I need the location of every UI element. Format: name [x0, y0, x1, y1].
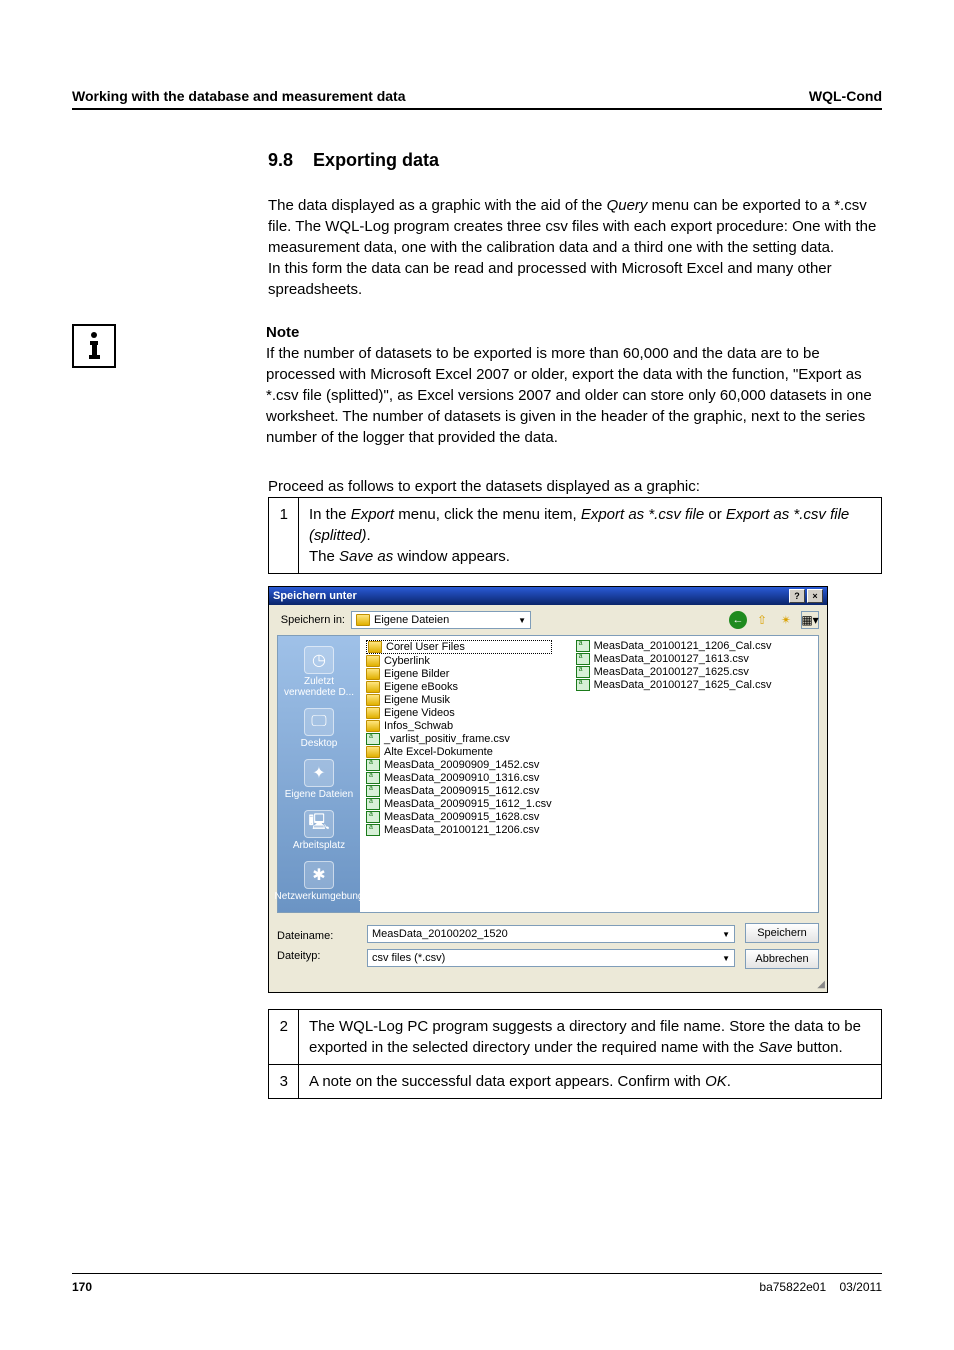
header-rule [72, 108, 882, 110]
file-item[interactable]: Eigene eBooks [366, 681, 552, 693]
file-item[interactable]: MeasData_20100127_1613.csv [576, 653, 772, 665]
close-button[interactable]: × [807, 589, 823, 603]
csv-file-icon [366, 785, 380, 797]
file-item[interactable]: MeasData_20100127_1625.csv [576, 666, 772, 678]
place-desktop[interactable]: 🖵Desktop [299, 704, 340, 753]
folder-icon [366, 694, 380, 706]
place-mycomputer[interactable]: 🖳Arbeitsplatz [291, 806, 347, 855]
places-bar: ◷Zuletzt verwendete D... 🖵Desktop ✦Eigen… [278, 636, 360, 912]
header-left: Working with the database and measuremen… [72, 88, 405, 104]
back-icon[interactable]: ← [729, 611, 747, 629]
file-item[interactable]: MeasData_20090915_1612_1.csv [366, 798, 552, 810]
file-item[interactable]: MeasData_20100121_1206_Cal.csv [576, 640, 772, 652]
filename-input[interactable]: MeasData_20100202_1520▼ [367, 925, 735, 943]
chevron-down-icon: ▼ [518, 616, 526, 625]
file-item[interactable]: MeasData_20090910_1316.csv [366, 772, 552, 784]
folder-icon [366, 681, 380, 693]
cancel-button[interactable]: Abbrechen [745, 949, 819, 969]
filetype-label: Dateityp: [277, 950, 357, 962]
folder-icon [366, 707, 380, 719]
folder-icon [366, 655, 380, 667]
note-text: If the number of datasets to be exported… [266, 343, 882, 448]
note-title: Note [266, 324, 882, 341]
file-item[interactable]: MeasData_20090909_1452.csv [366, 759, 552, 771]
save-button[interactable]: Speichern [745, 923, 819, 943]
filename-label: Dateiname: [277, 930, 357, 942]
csv-file-icon [366, 798, 380, 810]
folder-icon [368, 641, 382, 653]
filetype-combo[interactable]: csv files (*.csv)▼ [367, 949, 735, 967]
file-listing[interactable]: Corel User FilesCyberlinkEigene BilderEi… [360, 636, 818, 896]
folder-icon [356, 614, 370, 626]
place-network[interactable]: ✱Netzwerkumgebung [273, 857, 366, 906]
file-item[interactable]: Infos_Schwab [366, 720, 552, 732]
csv-file-icon [366, 733, 380, 745]
csv-file-icon [366, 759, 380, 771]
resize-grip[interactable]: ◢ [269, 979, 827, 992]
new-folder-icon[interactable]: ✴ [777, 611, 795, 629]
section-heading: 9.8 Exporting data [268, 150, 882, 171]
save-in-label: Speichern in: [277, 614, 345, 626]
folder-icon [366, 746, 380, 758]
file-item[interactable]: Corel User Files [366, 640, 552, 654]
help-button[interactable]: ? [789, 589, 805, 603]
up-folder-icon[interactable]: ⇧ [753, 611, 771, 629]
page-number: 170 [72, 1280, 92, 1294]
place-recent[interactable]: ◷Zuletzt verwendete D... [278, 642, 360, 702]
file-item[interactable]: _varlist_positiv_frame.csv [366, 733, 552, 745]
file-item[interactable]: MeasData_20090915_1612.csv [366, 785, 552, 797]
csv-file-icon [576, 653, 590, 665]
file-item[interactable]: Alte Excel-Dokumente [366, 746, 552, 758]
file-item[interactable]: Eigene Videos [366, 707, 552, 719]
dialog-title: Speichern unter [273, 590, 357, 602]
csv-file-icon [366, 772, 380, 784]
views-icon[interactable]: ▦▾ [801, 611, 819, 629]
intro-block: The data displayed as a graphic with the… [268, 195, 882, 300]
csv-file-icon [576, 666, 590, 678]
file-item[interactable]: MeasData_20100121_1206.csv [366, 824, 552, 836]
save-as-dialog: Speichern unter ? × Speichern in: Eigene… [268, 586, 828, 993]
folder-icon [366, 668, 380, 680]
file-item[interactable]: Eigene Musik [366, 694, 552, 706]
save-in-combo[interactable]: Eigene Dateien ▼ [351, 611, 531, 629]
csv-file-icon [576, 640, 590, 652]
header-right: WQL-Cond [809, 88, 882, 104]
csv-file-icon [576, 679, 590, 691]
info-icon [72, 324, 116, 368]
proceed-text: Proceed as follows to export the dataset… [268, 476, 882, 497]
file-item[interactable]: Cyberlink [366, 655, 552, 667]
csv-file-icon [366, 811, 380, 823]
footer-rule [72, 1273, 882, 1274]
folder-icon [366, 720, 380, 732]
file-item[interactable]: Eigene Bilder [366, 668, 552, 680]
steps-2-3-table: 2 The WQL-Log PC program suggests a dire… [268, 1009, 882, 1099]
file-item[interactable]: MeasData_20090915_1628.csv [366, 811, 552, 823]
csv-file-icon [366, 824, 380, 836]
place-mydocs[interactable]: ✦Eigene Dateien [283, 755, 355, 804]
file-item[interactable]: MeasData_20100127_1625_Cal.csv [576, 679, 772, 691]
step-1-table: 1 In the Export menu, click the menu ite… [268, 497, 882, 574]
